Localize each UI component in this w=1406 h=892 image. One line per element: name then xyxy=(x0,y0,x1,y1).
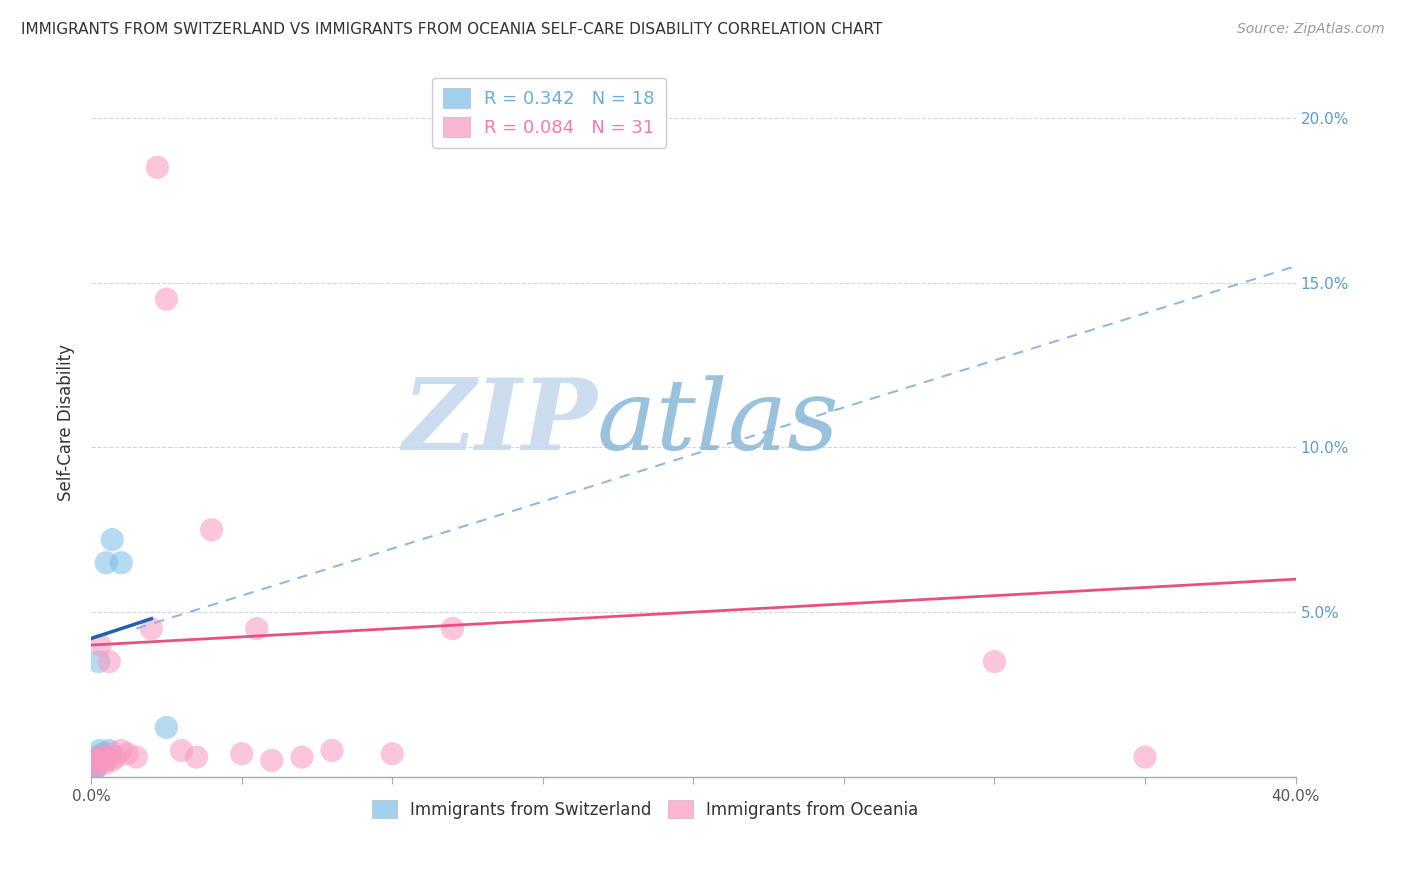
Point xyxy=(101,753,124,767)
Point xyxy=(87,655,110,669)
Point xyxy=(170,743,193,757)
Point xyxy=(155,721,177,735)
Point xyxy=(1133,750,1156,764)
Point xyxy=(246,622,269,636)
Point xyxy=(983,655,1005,669)
Point xyxy=(96,753,118,767)
Point xyxy=(86,760,108,774)
Point xyxy=(83,756,105,771)
Y-axis label: Self-Care Disability: Self-Care Disability xyxy=(58,344,75,501)
Point xyxy=(90,753,112,767)
Point xyxy=(84,753,107,767)
Point xyxy=(110,556,132,570)
Point xyxy=(90,753,112,767)
Point xyxy=(83,760,105,774)
Point xyxy=(87,750,110,764)
Point xyxy=(84,750,107,764)
Point xyxy=(89,638,111,652)
Point xyxy=(321,743,343,757)
Point xyxy=(86,756,108,771)
Point xyxy=(155,292,177,306)
Point xyxy=(83,753,105,767)
Point xyxy=(200,523,222,537)
Point xyxy=(98,743,121,757)
Point xyxy=(91,747,114,761)
Point xyxy=(117,747,139,761)
Text: atlas: atlas xyxy=(598,375,839,470)
Legend: Immigrants from Switzerland, Immigrants from Oceania: Immigrants from Switzerland, Immigrants … xyxy=(366,793,925,825)
Point xyxy=(260,753,283,767)
Point xyxy=(381,747,404,761)
Point xyxy=(89,743,111,757)
Point xyxy=(101,533,124,547)
Point xyxy=(110,743,132,757)
Text: Source: ZipAtlas.com: Source: ZipAtlas.com xyxy=(1237,22,1385,37)
Point xyxy=(93,756,115,771)
Text: IMMIGRANTS FROM SWITZERLAND VS IMMIGRANTS FROM OCEANIA SELF-CARE DISABILITY CORR: IMMIGRANTS FROM SWITZERLAND VS IMMIGRANT… xyxy=(21,22,883,37)
Point xyxy=(441,622,464,636)
Point xyxy=(291,750,314,764)
Point xyxy=(89,750,111,764)
Text: ZIP: ZIP xyxy=(402,375,598,471)
Point xyxy=(125,750,148,764)
Point xyxy=(96,556,118,570)
Point xyxy=(141,622,163,636)
Point xyxy=(91,750,114,764)
Point xyxy=(98,655,121,669)
Point xyxy=(100,747,122,761)
Point xyxy=(82,760,104,774)
Point xyxy=(186,750,208,764)
Point xyxy=(146,161,169,175)
Point xyxy=(87,756,110,771)
Point xyxy=(104,750,127,764)
Point xyxy=(83,764,105,778)
Point xyxy=(86,753,108,767)
Point xyxy=(231,747,253,761)
